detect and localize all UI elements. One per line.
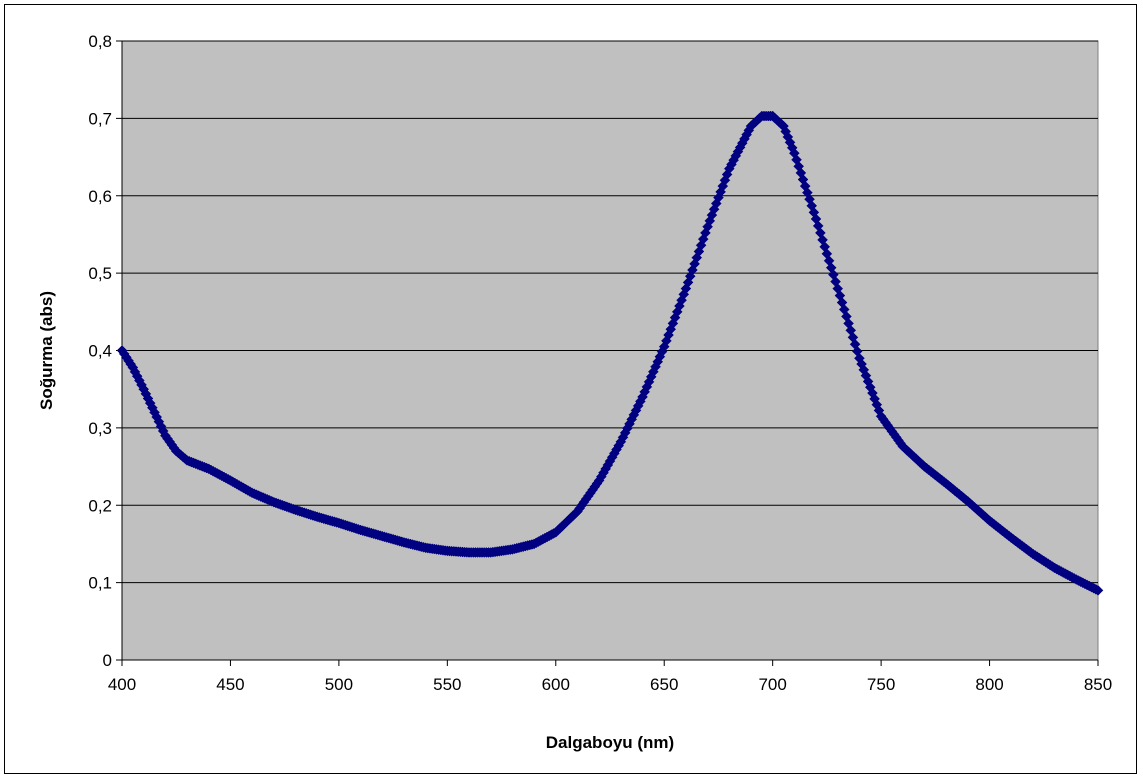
y-tick-label: 0,7 [88,109,112,128]
x-tick-label: 750 [867,675,895,694]
y-tick-labels: 0 0,1 0,2 0,3 0,4 0,5 0,6 0,7 0,8 [88,32,112,670]
y-tick-label: 0,5 [88,264,112,283]
x-tick-labels: 400 450 500 550 600 650 700 750 800 850 [108,675,1112,694]
y-tick-label: 0 [103,651,112,670]
x-tick-label: 650 [650,675,678,694]
x-tick-label: 500 [325,675,353,694]
y-tick-label: 0,2 [88,496,112,515]
y-tick-label: 0,4 [88,342,112,361]
y-tick-label: 0,6 [88,187,112,206]
x-tick-label: 850 [1084,675,1112,694]
x-tick-label: 600 [542,675,570,694]
x-tick-label: 450 [216,675,244,694]
y-tick-label: 0,3 [88,419,112,438]
x-tick-label: 400 [108,675,136,694]
data-point [1092,585,1104,596]
x-tick-label: 800 [975,675,1003,694]
y-tick-label: 0,8 [88,32,112,51]
x-tick-label: 700 [758,675,786,694]
y-tick-label: 0,1 [88,574,112,593]
data-series [116,110,1104,596]
x-axis-title: Dalgaboyu (nm) [546,733,674,752]
x-tick-label: 550 [433,675,461,694]
y-axis-title: Soğurma (abs) [37,291,56,410]
